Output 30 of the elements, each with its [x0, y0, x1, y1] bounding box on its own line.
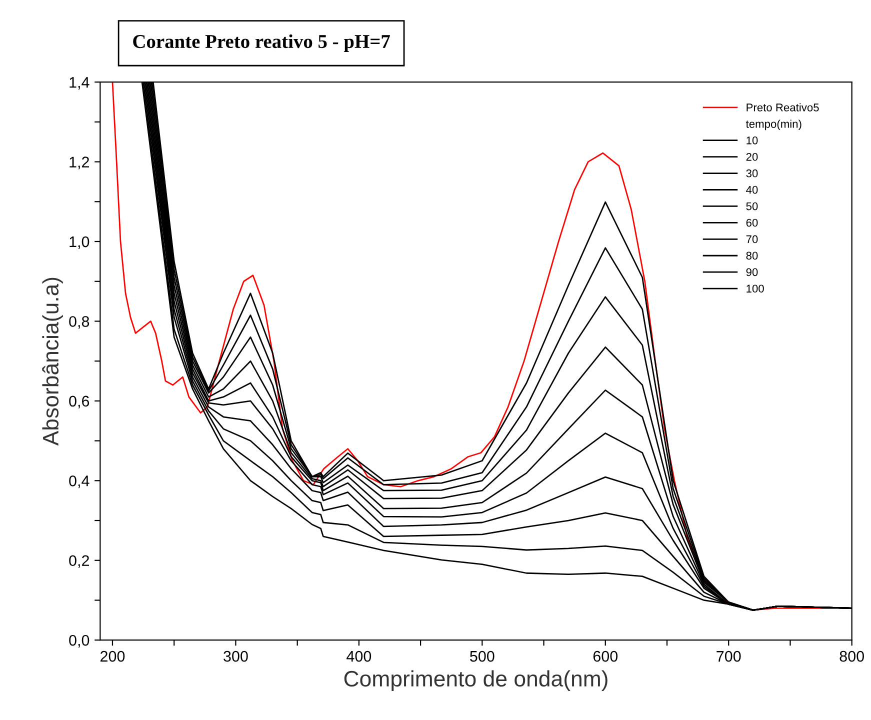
x-axis-title: Comprimento de onda(nm) [344, 670, 608, 692]
x-tick-label: 800 [840, 650, 864, 662]
y-tick-label: 0,2 [69, 555, 89, 568]
legend-label: 50 [746, 202, 758, 210]
y-tick-label: 0,0 [69, 634, 90, 648]
y-tick-label: 1,0 [70, 236, 90, 249]
x-tick-label: 700 [716, 650, 741, 662]
legend-label: 60 [746, 218, 758, 227]
chart-title: Corante Preto reativo 5 - pH=7 [133, 34, 390, 52]
legend-label: 20 [746, 152, 758, 161]
legend-label: Preto Reativo5 [746, 103, 819, 112]
x-tick-label: 500 [470, 650, 494, 662]
y-tick-label: 0,8 [69, 316, 90, 329]
y-tick-label: 0,6 [69, 396, 90, 408]
legend-label: 100 [746, 284, 764, 293]
legend-label: 90 [746, 268, 758, 276]
legend-label: 30 [746, 169, 758, 178]
x-tick-label: 300 [224, 650, 248, 662]
legend-label: 70 [746, 235, 758, 244]
y-axis-title: Absorbância(u.a) [42, 278, 63, 446]
legend-label: 40 [746, 186, 758, 194]
x-tick-label: 400 [346, 650, 372, 662]
y-tick-label: 1,4 [70, 77, 90, 90]
y-tick-label: 1,2 [70, 156, 89, 170]
y-tick-label: 0,4 [69, 476, 90, 488]
legend-label: 80 [746, 252, 758, 260]
x-tick-label: 600 [593, 650, 618, 662]
legend-title: tempo(min) [746, 120, 802, 130]
legend-label: 10 [746, 136, 758, 144]
x-tick-label: 200 [100, 650, 125, 662]
